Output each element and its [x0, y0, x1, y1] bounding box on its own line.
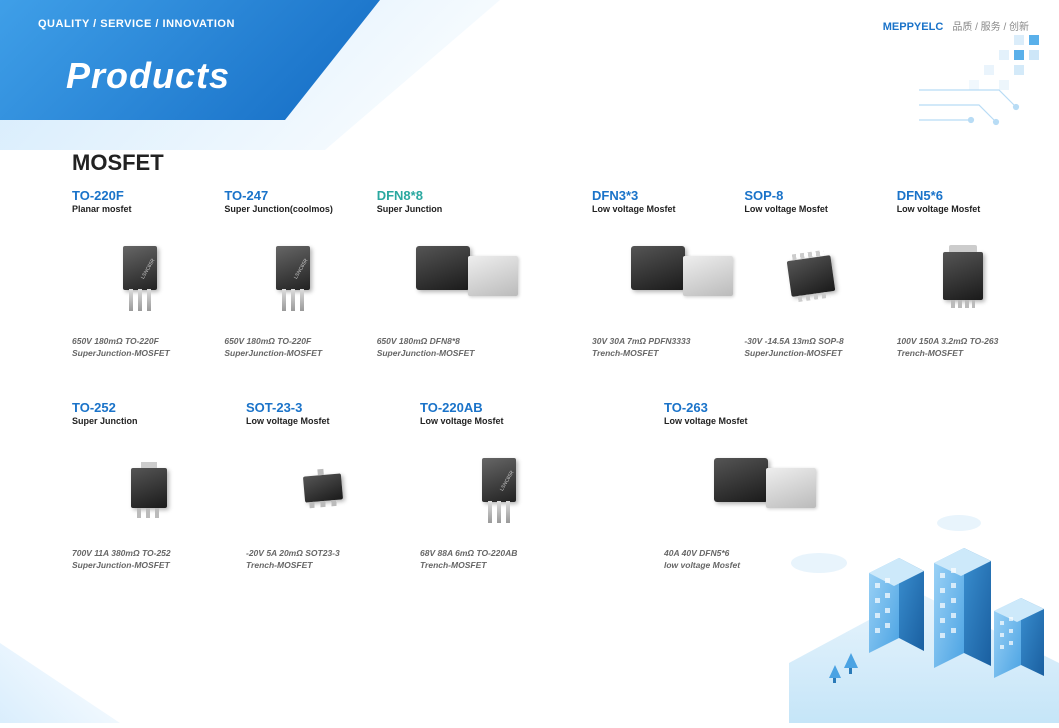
product-title: DFN8*8 — [377, 188, 509, 203]
product-image — [592, 226, 724, 326]
product-subtitle: Planar mosfet — [72, 204, 204, 214]
product-title: TO-247 — [224, 188, 356, 203]
product-image — [246, 438, 400, 538]
product-card: DFN3*3Low voltage Mosfet 30V 30A 7mΩ PDFN… — [592, 188, 724, 360]
brand-logo: MEPPYELC 品质 / 服务 / 创新 — [883, 18, 1029, 33]
bottom-left-accent — [0, 643, 120, 723]
product-image — [897, 226, 1029, 326]
product-title: DFN5*6 — [897, 188, 1029, 203]
product-spec: 650V 180mΩ DFN8*8SuperJunction-MOSFET — [377, 336, 509, 360]
brand-name: MEPPYELC — [883, 21, 944, 33]
product-card: TO-252Super Junction 700V 11A 380mΩ TO-25… — [72, 400, 226, 572]
product-subtitle: Low voltage Mosfet — [897, 204, 1029, 214]
product-spec: 30V 30A 7mΩ PDFN3333Trench-MOSFET — [592, 336, 724, 360]
product-title: TO-220AB — [420, 400, 574, 415]
product-image — [377, 226, 509, 326]
product-title: TO-220F — [72, 188, 204, 203]
city-illustration — [759, 443, 1059, 723]
product-spec: -20V 5A 20mΩ SOT23-3Trench-MOSFET — [246, 548, 400, 572]
product-subtitle: Super Junction — [377, 204, 509, 214]
section-title: MOSFET — [72, 150, 164, 176]
brand-sub: 品质 / 服务 / 创新 — [952, 22, 1029, 33]
column-gap — [529, 188, 572, 360]
product-title: SOT-23-3 — [246, 400, 400, 415]
product-subtitle: Super Junction(coolmos) — [224, 204, 356, 214]
page-title: Products — [66, 55, 230, 97]
product-card: TO-220ABLow voltage Mosfet LSNC65R 68V 88A… — [420, 400, 574, 572]
product-title: TO-263 — [664, 400, 818, 415]
tagline: QUALITY / SERVICE / INNOVATION — [38, 18, 235, 30]
product-card: TO-220FPlanar mosfet LSNC65R 650V 180mΩ TO… — [72, 188, 204, 360]
product-subtitle: Low voltage Mosfet — [246, 416, 400, 426]
product-card: SOP-8Low voltage Mosfet -30V -14.5A 13mΩ … — [744, 188, 876, 360]
product-spec: 68V 88A 6mΩ TO-220ABTrench-MOSFET — [420, 548, 574, 572]
product-card: SOT-23-3Low voltage Mosfet -20V 5A 20mΩ S… — [246, 400, 400, 572]
product-spec: -30V -14.5A 13mΩ SOP-8SuperJunction-MOSF… — [744, 336, 876, 360]
product-image — [744, 226, 876, 326]
product-spec: 100V 150A 3.2mΩ TO-263Trench-MOSFET — [897, 336, 1029, 360]
product-image — [72, 438, 226, 538]
product-card: TO-247Super Junction(coolmos) LSNC65R 650V… — [224, 188, 356, 360]
product-image: LSNC65R — [420, 438, 574, 538]
product-row-1: TO-220FPlanar mosfet LSNC65R 650V 180mΩ TO… — [72, 188, 1029, 360]
product-subtitle: Low voltage Mosfet — [592, 204, 724, 214]
product-subtitle: Super Junction — [72, 416, 226, 426]
product-title: DFN3*3 — [592, 188, 724, 203]
column-gap — [594, 400, 644, 572]
product-image: LSNC65R — [224, 226, 356, 326]
product-subtitle: Low voltage Mosfet — [744, 204, 876, 214]
circuit-decoration — [919, 80, 1039, 140]
product-subtitle: Low voltage Mosfet — [420, 416, 574, 426]
product-card: DFN8*8Super Junction 650V 180mΩ DFN8*8Sup… — [377, 188, 509, 360]
product-spec: 700V 11A 380mΩ TO-252SuperJunction-MOSFE… — [72, 548, 226, 572]
product-title: SOP-8 — [744, 188, 876, 203]
product-card: DFN5*6Low voltage Mosfet 100V 150A 3.2mΩ … — [897, 188, 1029, 360]
product-spec: 650V 180mΩ TO-220FSuperJunction-MOSFET — [224, 336, 356, 360]
product-subtitle: Low voltage Mosfet — [664, 416, 818, 426]
product-title: TO-252 — [72, 400, 226, 415]
product-spec: 650V 180mΩ TO-220FSuperJunction-MOSFET — [72, 336, 204, 360]
product-image: LSNC65R — [72, 226, 204, 326]
